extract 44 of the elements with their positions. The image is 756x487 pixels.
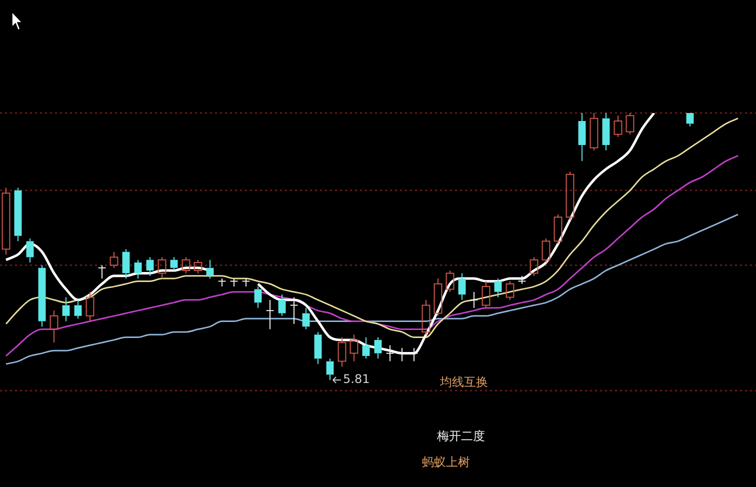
- candlestick: [74, 299, 82, 320]
- candlestick: [134, 259, 142, 280]
- candlestick: [38, 264, 46, 328]
- candlestick: [350, 334, 358, 362]
- candlestick: [254, 286, 262, 308]
- candlestick: [602, 112, 610, 151]
- candlestick: [86, 291, 94, 322]
- candlestick: [410, 347, 418, 362]
- candlestick: [566, 171, 574, 220]
- candlestick: [590, 112, 598, 151]
- candlestick: [146, 256, 154, 276]
- candlestick: [374, 336, 382, 360]
- candlestick: [338, 336, 346, 368]
- candlestick: [122, 248, 130, 280]
- text: 蚂蚁上树: [422, 455, 470, 470]
- candlestick: [98, 264, 106, 280]
- annotation: 5.81: [343, 372, 370, 386]
- candlestick: [206, 259, 214, 280]
- candlestick: [386, 344, 394, 362]
- candlestick: [686, 113, 694, 127]
- candlestick: [314, 331, 322, 364]
- candlestick: [14, 187, 22, 242]
- candlestick: [398, 347, 406, 362]
- candlestick: [482, 280, 490, 308]
- candlestick: [278, 294, 286, 316]
- candlestick: [458, 272, 466, 300]
- candlestick: [578, 112, 586, 162]
- candlestick: [50, 310, 58, 344]
- candlestick: [266, 299, 274, 330]
- candlestick: [470, 291, 478, 308]
- candlestick: [158, 256, 166, 280]
- candlestick: [326, 358, 334, 380]
- candlestick: [290, 296, 298, 324]
- candlestick: [302, 307, 310, 330]
- candlestick: [506, 280, 514, 300]
- candlestick: [494, 278, 502, 298]
- text: 梅开二度: [436, 429, 485, 444]
- candlestick: [170, 256, 178, 272]
- candlestick: [530, 256, 538, 276]
- annotation: 均线互换: [439, 375, 488, 390]
- candlestick: [26, 238, 34, 264]
- candlestick: [2, 187, 10, 256]
- candlestick: [362, 336, 370, 360]
- candlestick: [62, 296, 70, 322]
